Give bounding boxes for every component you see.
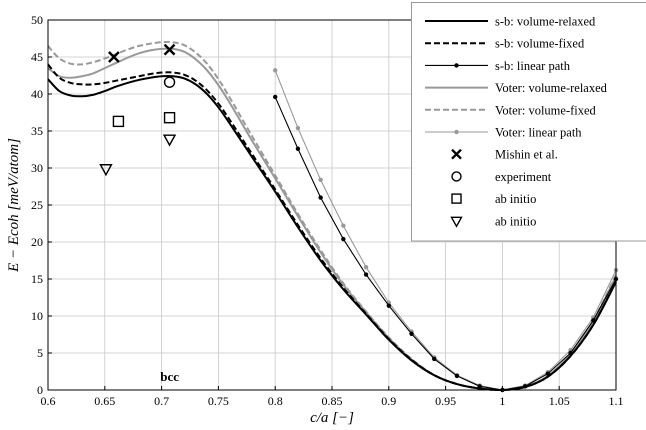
data-point (477, 384, 482, 389)
legend-label: s-b: volume-fixed (495, 37, 585, 51)
x-tick-label: 1.1 (609, 394, 624, 408)
legend-label: Mishin et al. (495, 148, 558, 162)
legend-label: s-b: volume-relaxed (495, 15, 596, 29)
x-tick-label: 0.95 (435, 394, 456, 408)
legend-entry: Mishin et al. (451, 148, 558, 162)
y-tick-label: 5 (37, 346, 43, 360)
data-point (454, 129, 459, 135)
data-point (454, 373, 460, 379)
data-point (450, 216, 463, 228)
y-tick-label: 25 (31, 198, 43, 212)
data-point (591, 318, 596, 323)
data-point (386, 303, 391, 308)
y-tick-label: 50 (31, 13, 43, 27)
legend-label: experiment (495, 170, 552, 184)
y-tick-label: 10 (31, 309, 43, 323)
data-point (341, 223, 346, 228)
legend-label: s-b: linear path (495, 59, 571, 73)
y-tick-label: 0 (37, 383, 43, 397)
data-point (163, 43, 176, 56)
legend-entry: ab initio (450, 214, 536, 228)
data-point (99, 164, 113, 177)
legend-label: Voter: volume-fixed (495, 103, 597, 117)
series-7 (163, 76, 176, 88)
data-point (162, 134, 177, 147)
series-line (274, 70, 617, 391)
legend-label: ab initio (495, 214, 536, 228)
x-axis-label: c/a [−] (310, 410, 354, 426)
series-2 (273, 94, 619, 393)
data-point (409, 331, 414, 336)
bcc-annotation: bcc (160, 369, 179, 384)
y-tick-label: 30 (31, 161, 43, 175)
x-tick-label: 1 (499, 394, 505, 408)
x-tick-label: 0.9 (381, 394, 396, 408)
x-tick-label: 0.6 (41, 394, 56, 408)
data-point (318, 195, 323, 200)
x-tick-label: 1.05 (549, 394, 570, 408)
y-tick-label: 35 (31, 124, 43, 138)
legend-label: Voter: linear path (495, 126, 582, 140)
legend-entry: Voter: volume-relaxed (425, 81, 608, 95)
y-tick-label: 20 (31, 235, 43, 249)
y-tick-label: 40 (31, 87, 43, 101)
x-tick-label: 0.85 (322, 394, 343, 408)
data-point (341, 236, 346, 242)
data-point (163, 76, 176, 88)
legend-entry: Voter: linear path (425, 126, 582, 140)
series-9 (99, 134, 177, 177)
data-point (451, 193, 462, 204)
y-tick-label: 15 (31, 272, 43, 286)
data-point (295, 125, 301, 131)
data-point (451, 148, 462, 160)
data-point (451, 171, 462, 182)
series-6 (108, 43, 176, 63)
y-axis-label: E − Ecoh [meV/atom] (6, 138, 22, 273)
legend-label: Voter: volume-relaxed (495, 81, 608, 95)
data-point (273, 68, 278, 73)
data-point (273, 94, 278, 100)
data-point (545, 371, 551, 376)
data-point (568, 350, 573, 356)
series-8 (112, 111, 176, 128)
legend-label: ab initio (495, 192, 536, 206)
legend-entry: Voter: volume-fixed (425, 103, 597, 117)
legend-entry: s-b: linear path (425, 59, 571, 73)
legend-entry: experiment (451, 170, 552, 184)
data-point (432, 356, 437, 362)
series-line (274, 96, 617, 391)
data-point (318, 177, 323, 183)
legend: s-b: volume-relaxed s-b: volume-fixed s-b:… (411, 2, 646, 242)
x-tick-label: 0.7 (154, 394, 169, 408)
data-point (163, 111, 176, 124)
data-point (108, 51, 120, 63)
x-tick-label: 0.65 (94, 394, 115, 408)
tick-labels: 0.6 0.65 0.7 0.75 0.8 0.85 0.9 0.95 1 1.05 1.1 0 5 10… (31, 13, 624, 408)
legend-entry: s-b: volume-fixed (425, 37, 585, 51)
data-point (363, 272, 369, 277)
data-point (454, 63, 459, 68)
data-point (522, 384, 528, 389)
legend-box (411, 2, 646, 241)
y-tick-label: 45 (31, 50, 43, 64)
legend-entry: ab initio (451, 192, 536, 206)
x-tick-label: 0.75 (208, 394, 229, 408)
data-point (295, 146, 301, 151)
legend-entry: s-b: volume-relaxed (425, 15, 596, 29)
data-point (363, 264, 369, 270)
data-point (112, 115, 125, 128)
x-tick-label: 0.8 (268, 394, 283, 408)
